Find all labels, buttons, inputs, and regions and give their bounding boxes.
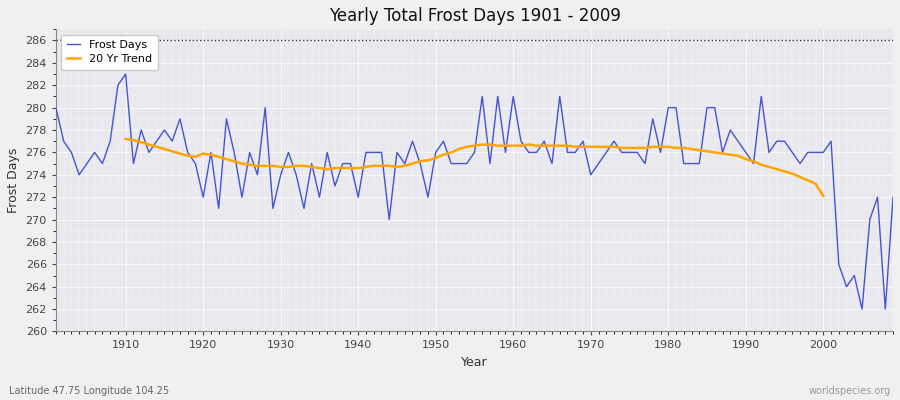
Line: Frost Days: Frost Days [56, 74, 893, 309]
Y-axis label: Frost Days: Frost Days [7, 148, 20, 213]
Frost Days [516, 139, 526, 144]
Frost Days [121, 72, 131, 76]
Frost Days [608, 139, 619, 144]
20 Yr Trend [205, 152, 216, 157]
Frost Days [291, 172, 302, 177]
Title: Yearly Total Frost Days 1901 - 2009: Yearly Total Frost Days 1901 - 2009 [328, 7, 620, 25]
20 Yr Trend [121, 136, 131, 141]
Frost Days [857, 307, 868, 312]
20 Yr Trend [795, 175, 806, 180]
20 Yr Trend [299, 164, 310, 168]
20 Yr Trend [709, 150, 720, 155]
Legend: Frost Days, 20 Yr Trend: Frost Days, 20 Yr Trend [61, 35, 158, 70]
X-axis label: Year: Year [461, 356, 488, 369]
20 Yr Trend [818, 194, 829, 198]
Frost Days [338, 161, 348, 166]
Frost Days [887, 195, 898, 200]
Frost Days [112, 83, 123, 88]
Frost Days [508, 94, 518, 99]
Line: 20 Yr Trend: 20 Yr Trend [126, 139, 824, 196]
20 Yr Trend [283, 164, 293, 169]
Frost Days [50, 105, 61, 110]
Text: worldspecies.org: worldspecies.org [809, 386, 891, 396]
Text: Latitude 47.75 Longitude 104.25: Latitude 47.75 Longitude 104.25 [9, 386, 169, 396]
20 Yr Trend [803, 178, 814, 183]
